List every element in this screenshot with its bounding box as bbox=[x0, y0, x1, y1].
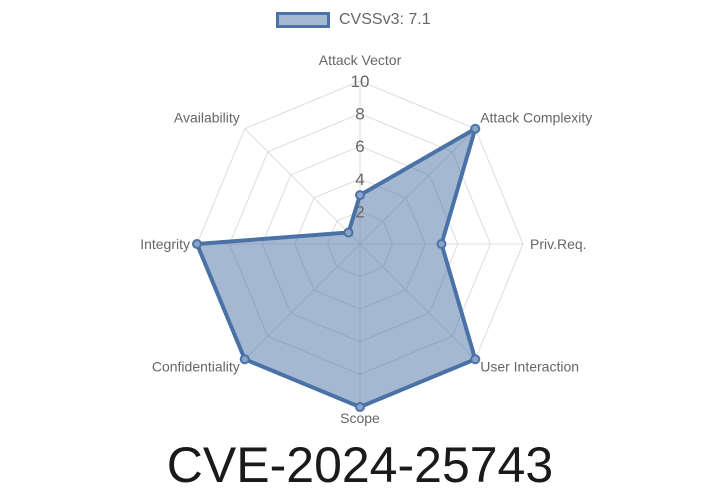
data-point bbox=[470, 354, 481, 365]
cve-title: CVE-2024-25743 bbox=[166, 437, 554, 493]
radial-tick-label: 4 bbox=[355, 170, 364, 189]
data-point bbox=[239, 354, 250, 365]
data-point bbox=[343, 227, 354, 238]
axis-label: Priv.Req. bbox=[530, 236, 587, 252]
data-point bbox=[355, 402, 365, 412]
axis-label: Availability bbox=[174, 109, 240, 125]
legend-label: CVSSv3: 7.1 bbox=[339, 11, 431, 28]
radial-tick-label: 10 bbox=[351, 72, 370, 91]
axis-label: Attack Vector bbox=[319, 52, 402, 68]
radial-tick-label: 8 bbox=[355, 105, 364, 124]
data-point bbox=[192, 239, 202, 249]
grid-spoke bbox=[244, 128, 361, 245]
axis-label: Attack Complexity bbox=[480, 109, 592, 125]
axis-label: Confidentiality bbox=[152, 358, 240, 374]
axis-label: Scope bbox=[340, 410, 380, 426]
legend-swatch bbox=[276, 12, 330, 28]
data-point bbox=[355, 190, 365, 201]
chart-legend: CVSSv3: 7.1 bbox=[276, 11, 431, 29]
radar-chart: 2 4 6 8 10 Attack Vector Attack Complexity Priv… bbox=[140, 52, 592, 426]
radial-tick-label: 6 bbox=[355, 137, 364, 156]
axis-label: User Interaction bbox=[480, 358, 579, 374]
data-point bbox=[436, 239, 447, 249]
data-point bbox=[470, 123, 481, 134]
radial-tick-label: 2 bbox=[355, 202, 364, 221]
axis-label: Integrity bbox=[140, 236, 190, 252]
